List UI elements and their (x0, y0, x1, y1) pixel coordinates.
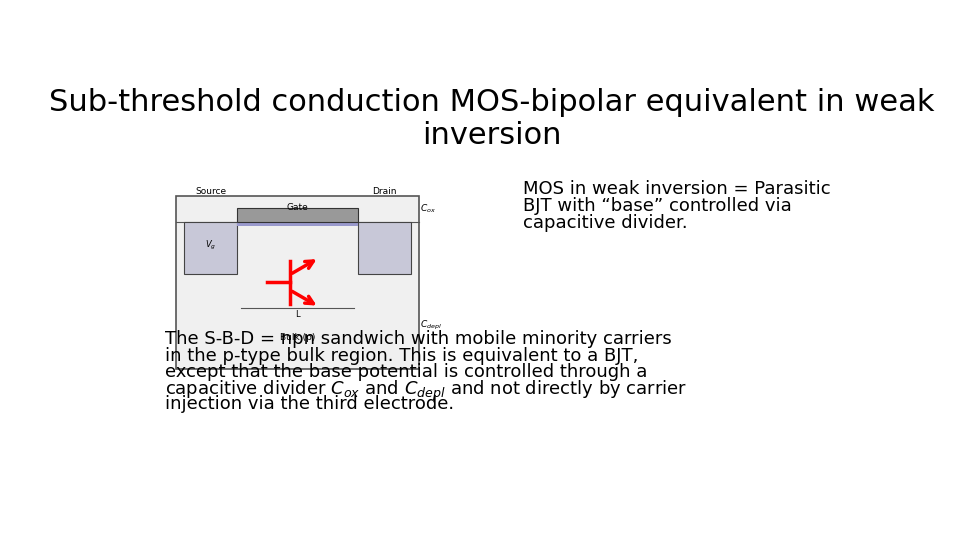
Text: The S-B-D = npn sandwich with mobile minority carriers: The S-B-D = npn sandwich with mobile min… (165, 330, 671, 348)
Text: injection via the third electrode.: injection via the third electrode. (165, 395, 454, 413)
Bar (184, 222, 237, 274)
Text: MOS in weak inversion = Parasitic: MOS in weak inversion = Parasitic (523, 180, 830, 198)
Text: Sub-threshold conduction MOS-bipolar equivalent in weak
inversion: Sub-threshold conduction MOS-bipolar equ… (49, 88, 935, 151)
Text: L: L (296, 310, 300, 319)
Text: capacitive divider.: capacitive divider. (523, 214, 687, 232)
Bar (237, 222, 358, 226)
Text: Drain: Drain (372, 187, 396, 197)
Bar (237, 208, 358, 222)
Text: in the p-type bulk region. This is equivalent to a BJT,: in the p-type bulk region. This is equiv… (165, 347, 638, 364)
Text: $V_g$: $V_g$ (205, 239, 216, 252)
Text: $C_{depl}$: $C_{depl}$ (420, 319, 443, 332)
Text: except that the base potential is controlled through a: except that the base potential is contro… (165, 363, 647, 381)
Bar (358, 222, 411, 274)
Text: $C_{ox}$: $C_{ox}$ (420, 202, 437, 215)
Text: BJT with “base” controlled via: BJT with “base” controlled via (523, 197, 792, 215)
Text: Source: Source (195, 187, 227, 197)
Text: Bulk (p): Bulk (p) (280, 333, 315, 342)
Bar (177, 195, 419, 369)
Text: Gate: Gate (287, 202, 308, 212)
Text: capacitive divider $C_{ox}$ and $C_{depl}$ and not directly by carrier: capacitive divider $C_{ox}$ and $C_{depl… (165, 379, 686, 403)
